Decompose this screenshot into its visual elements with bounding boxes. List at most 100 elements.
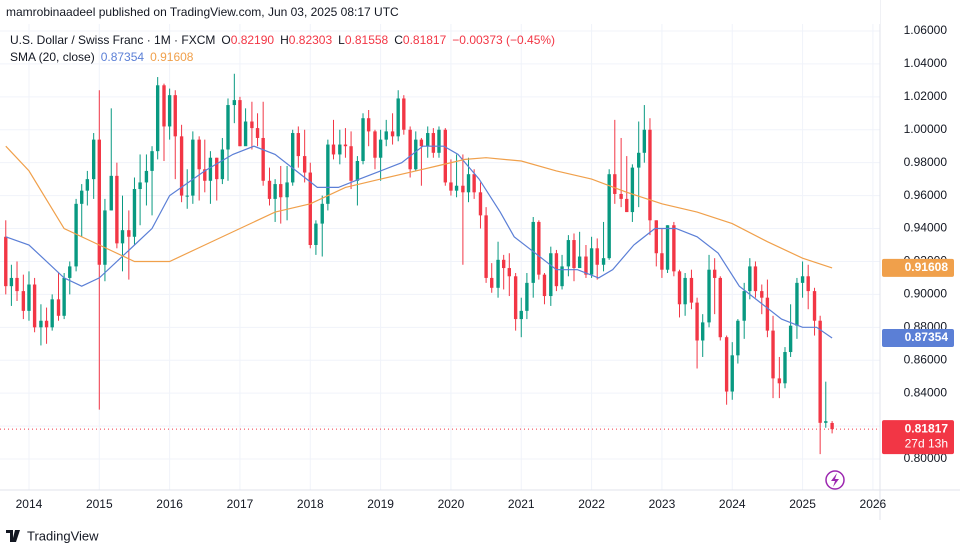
candle-body	[44, 320, 49, 328]
candle-body	[461, 185, 465, 193]
header-strip	[0, 0, 880, 24]
y-tick-label: 1.06000	[904, 23, 948, 37]
candle-body	[338, 144, 342, 155]
candle-body	[812, 291, 817, 321]
candle-body	[431, 133, 436, 153]
candle-body	[677, 271, 682, 305]
x-tick-label: 2014	[16, 497, 43, 511]
y-tick-label: 1.00000	[904, 122, 948, 136]
indicator-name: SMA (20, close)	[10, 50, 95, 64]
candle-body	[637, 152, 641, 168]
candle-body	[549, 253, 553, 297]
x-tick-label: 2025	[789, 497, 816, 511]
candle-body	[537, 221, 541, 275]
candle-body	[179, 136, 184, 196]
candle-body	[232, 100, 237, 106]
x-tick-label: 2021	[508, 497, 535, 511]
candle-body	[566, 240, 571, 267]
candle-body	[39, 320, 43, 328]
ohlc-value: 0.82190	[231, 33, 275, 47]
candle-body	[560, 266, 564, 287]
candle-body	[625, 198, 629, 213]
y-tick-label: 0.84000	[904, 385, 948, 399]
candle-body	[373, 131, 377, 158]
candle-body	[296, 133, 301, 157]
indicator-legend: SMA (20, close) 0.87354 0.91608	[10, 50, 194, 64]
candle-body	[753, 266, 758, 292]
candle-body	[496, 259, 500, 288]
countdown-label: 27d 13h	[905, 436, 948, 450]
candle-body	[426, 133, 430, 147]
candle-body	[267, 180, 272, 199]
candle-body	[150, 151, 154, 171]
symbol-legend: U.S. Dollar / Swiss Franc · 1M · FXCM O0.…	[10, 33, 555, 47]
y-tick-label: 0.94000	[904, 221, 948, 235]
candle-body	[818, 320, 822, 423]
x-tick-label: 2018	[297, 497, 324, 511]
candle-body	[542, 274, 547, 297]
candle-body	[115, 175, 119, 244]
candle-body	[220, 149, 225, 180]
candle-body	[589, 248, 594, 275]
candle-body	[742, 291, 746, 321]
candle-body	[4, 236, 8, 287]
candle-body	[144, 170, 149, 183]
alert-icon[interactable]	[825, 470, 845, 490]
candle-body	[654, 220, 658, 254]
candle-body	[795, 282, 799, 326]
candle-body	[62, 277, 66, 316]
candle-body	[27, 284, 31, 311]
candle-body	[507, 268, 511, 277]
candle-body	[824, 421, 828, 423]
candle-body	[255, 128, 260, 138]
candle-body	[619, 193, 623, 199]
candle-body	[472, 174, 476, 193]
candle-body	[724, 337, 729, 392]
brand: TradingView	[27, 528, 99, 543]
x-tick-label: 2023	[649, 497, 676, 511]
logo	[6, 530, 20, 542]
sma-line	[5, 145, 833, 269]
ohlc-key: H	[280, 33, 289, 47]
sma-line	[5, 145, 833, 339]
candle-body	[736, 320, 740, 356]
candle-body	[80, 190, 84, 204]
ohlc-key: L	[338, 33, 345, 47]
candle-body	[138, 182, 142, 190]
candle-body	[155, 85, 160, 152]
candle-body	[162, 85, 166, 127]
x-tick-label: 2024	[719, 497, 746, 511]
candle-body	[689, 277, 694, 303]
candle-body	[490, 277, 494, 288]
ohlc-value: 0.82303	[289, 33, 333, 47]
candle-body	[250, 121, 254, 129]
plot	[0, 73, 880, 455]
candle-body	[378, 139, 383, 158]
x-tick-label: 2017	[227, 497, 254, 511]
candle-body	[777, 378, 782, 384]
y-tick-label: 0.86000	[904, 352, 948, 366]
candle-body	[285, 182, 289, 198]
candle-body	[185, 195, 189, 197]
candle-body	[806, 276, 810, 292]
candle-body	[243, 121, 248, 147]
candle-body	[291, 133, 295, 183]
candle-body	[15, 277, 19, 292]
price-tag-label: 0.81817	[905, 421, 949, 435]
candle-body	[718, 277, 722, 338]
candle-body	[730, 355, 734, 392]
candle-body	[613, 174, 617, 194]
candle-body	[361, 118, 365, 162]
x-tick-label: 2019	[367, 497, 394, 511]
candle-body	[349, 146, 353, 181]
symbol-name: U.S. Dollar / Swiss Franc · 1M · FXCM	[10, 33, 215, 47]
candle-body	[132, 189, 137, 237]
candle-body	[390, 131, 395, 137]
candle-body	[748, 266, 752, 292]
candle-body	[279, 184, 283, 198]
candle-body	[191, 139, 195, 196]
candle-body	[454, 185, 459, 191]
candle-body	[326, 144, 330, 204]
candle-body	[771, 330, 775, 379]
